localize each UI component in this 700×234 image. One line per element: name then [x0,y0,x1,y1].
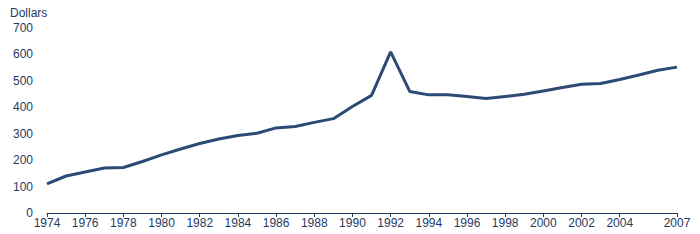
svg-text:500: 500 [13,74,33,88]
svg-text:1978: 1978 [110,216,137,230]
svg-text:1982: 1982 [186,216,213,230]
svg-text:1994: 1994 [415,216,442,230]
svg-text:1996: 1996 [454,216,481,230]
svg-text:1992: 1992 [377,216,404,230]
svg-text:1976: 1976 [72,216,99,230]
svg-text:1990: 1990 [339,216,366,230]
svg-text:2004: 2004 [606,216,633,230]
svg-text:1988: 1988 [301,216,328,230]
svg-text:1986: 1986 [263,216,290,230]
svg-text:2007: 2007 [664,216,691,230]
svg-text:1998: 1998 [492,216,519,230]
svg-text:2002: 2002 [568,216,595,230]
svg-text:1974: 1974 [34,216,61,230]
svg-text:200: 200 [13,153,33,167]
svg-text:1980: 1980 [148,216,175,230]
svg-text:400: 400 [13,100,33,114]
svg-text:300: 300 [13,127,33,141]
svg-text:0: 0 [26,206,33,220]
svg-text:2000: 2000 [530,216,557,230]
svg-text:600: 600 [13,47,33,61]
svg-text:Dollars: Dollars [10,6,47,20]
svg-text:100: 100 [13,180,33,194]
svg-text:700: 700 [13,21,33,35]
svg-text:1984: 1984 [225,216,252,230]
